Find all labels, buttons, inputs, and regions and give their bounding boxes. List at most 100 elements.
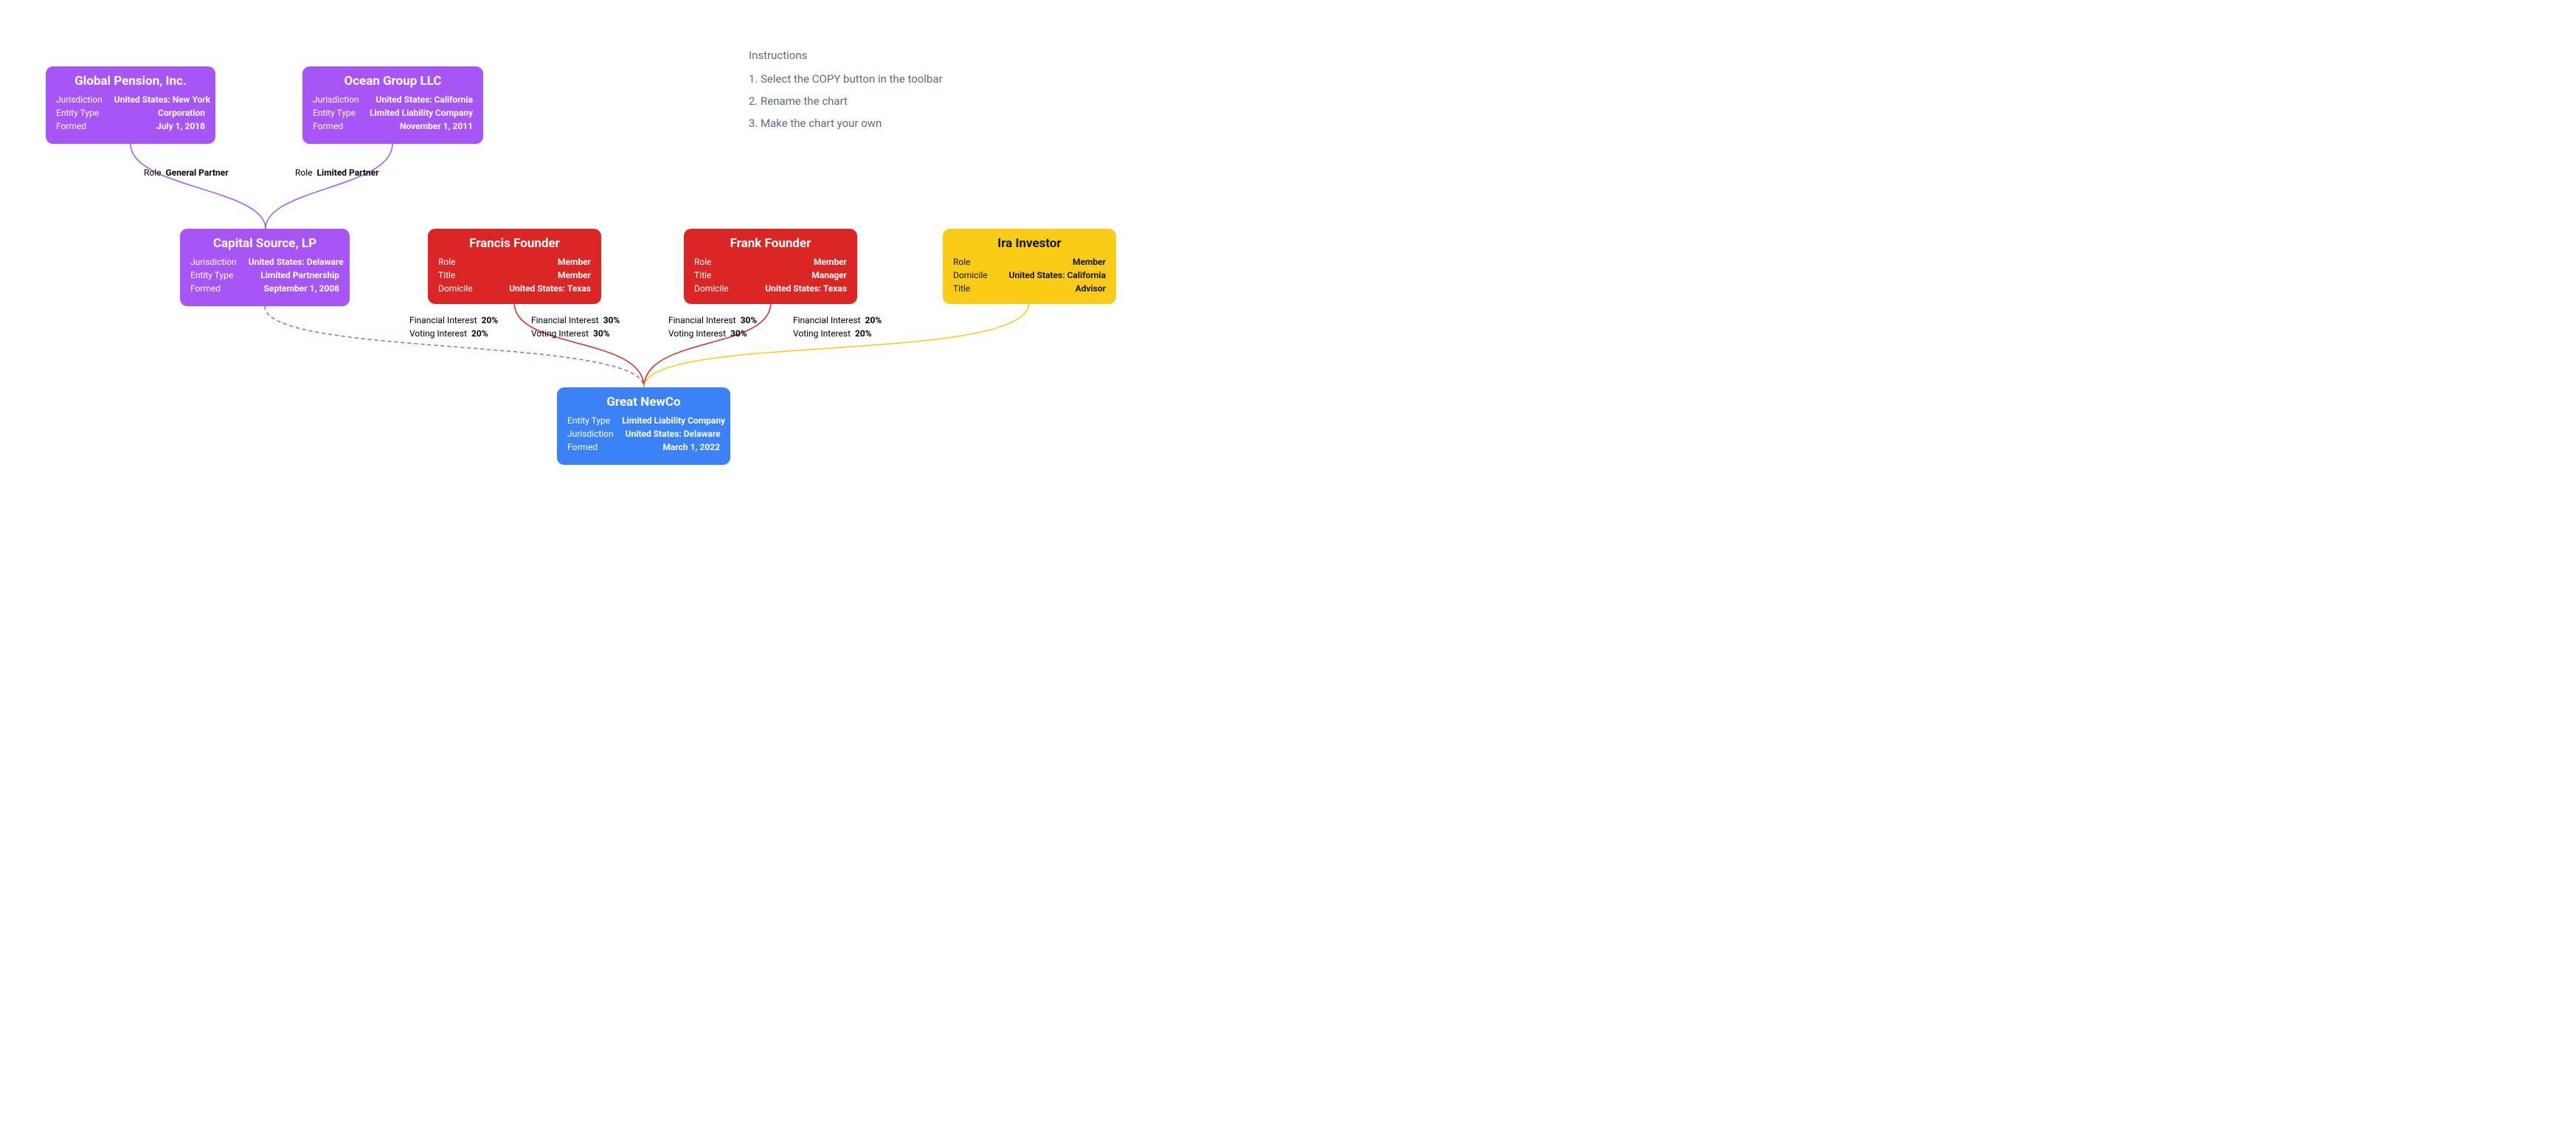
org-chart-canvas: Instructions Select the COPY button in t…: [0, 0, 1151, 502]
node-row: Domicile United States: California: [953, 269, 1106, 282]
node-row-key: Title: [953, 282, 970, 295]
instructions-heading: Instructions: [749, 49, 943, 62]
node-title: Ira Investor: [953, 236, 1106, 251]
node-ira_investor[interactable]: Ira InvestorRoleMemberDomicileUnited Sta…: [943, 229, 1116, 304]
node-title: Global Pension, Inc.: [56, 74, 205, 89]
node-row: Domicile United States: Texas: [438, 282, 591, 295]
node-ocean_group[interactable]: Ocean Group LLC Jurisdiction United States…: [302, 66, 483, 144]
node-row-value: United States: California: [376, 93, 473, 106]
node-title: Great NewCo: [567, 395, 720, 410]
node-row-key: Role: [694, 255, 712, 269]
node-row-value: Limited Liability Company: [370, 106, 473, 120]
node-row-value: Manager: [811, 269, 847, 282]
node-row-key: Entity Type: [567, 414, 610, 427]
node-row: TitleMember: [438, 269, 591, 282]
instructions-list: Select the COPY button in the toolbar Ren…: [749, 72, 943, 130]
node-row-value: United States: California: [1009, 269, 1106, 282]
edge-label-key: Voting Interest: [668, 327, 726, 340]
edge-label-value: 20%: [471, 327, 488, 340]
node-row-value: United States: Texas: [509, 282, 591, 295]
node-row: Title Advisor: [953, 282, 1106, 295]
node-row-value: Corporation: [158, 106, 205, 120]
node-row-key: Role: [438, 255, 456, 269]
edge-label-key: Financial Interest: [793, 314, 861, 327]
edge-label-key: Financial Interest: [668, 314, 736, 327]
node-great_newco[interactable]: Great NewCoEntity TypeLimited Liability …: [557, 387, 730, 465]
node-row-key: Jurisdiction: [313, 93, 359, 106]
node-francis_founder[interactable]: Francis Founder Role MemberTitleMemberDomi…: [428, 229, 601, 304]
instructions-item: Make the chart your own: [761, 117, 943, 130]
node-row: FormedNovember 1, 2011: [313, 120, 473, 133]
node-row-key: Jurisdiction: [56, 93, 103, 106]
edge-label-frank_to_gn: Financial Interest30%Voting Interest30%: [668, 314, 757, 340]
node-row: Entity TypeLimited Liability Company: [567, 414, 720, 427]
edge-og_to_cs: [266, 144, 392, 229]
instructions-item: Rename the chart: [761, 94, 943, 108]
node-row-key: Formed: [190, 282, 221, 295]
node-row: JurisdictionUnited States: New York: [56, 93, 205, 106]
node-row-value: United States: Delaware: [626, 427, 721, 440]
node-row: Formed July 1, 2018: [56, 120, 205, 133]
node-row: JurisdictionUnited States: Delaware: [567, 427, 720, 440]
node-row-value: Member: [1073, 255, 1106, 269]
instructions-item: Select the COPY button in the toolbar: [761, 72, 943, 86]
edge-label-key: Role: [295, 166, 313, 179]
node-row: Title Manager: [694, 269, 847, 282]
node-row-value: November 1, 2011: [400, 120, 473, 133]
node-row-value: Limited Partnership: [260, 269, 339, 282]
edge-label-value: 30%: [593, 327, 610, 340]
node-row: Entity Type Corporation: [56, 106, 205, 120]
node-row: Formed March 1, 2022: [567, 440, 720, 454]
node-row-key: Entity Type: [190, 269, 233, 282]
node-row: Role Member: [438, 255, 591, 269]
node-row-key: Title: [694, 269, 711, 282]
node-row: Formed September 1, 2008: [190, 282, 339, 295]
node-row: Entity Type Limited Liability Company: [313, 106, 473, 120]
node-row-value: July 1, 2018: [156, 120, 205, 133]
node-row-key: Entity Type: [56, 106, 99, 120]
edge-label-value: 20%: [855, 327, 872, 340]
node-row-key: Domicile: [438, 282, 473, 295]
edge-label-key: Financial Interest: [409, 314, 477, 327]
edge-gp_to_cs: [131, 144, 266, 229]
node-row-value: March 1, 2022: [662, 440, 720, 454]
node-title: Frank Founder: [694, 236, 847, 251]
node-row-value: United States: Texas: [765, 282, 847, 295]
node-row: Domicile United States: Texas: [694, 282, 847, 295]
node-row-value: Limited Liability Company: [622, 414, 725, 427]
edge-label-value: 20%: [865, 314, 882, 327]
edge-label-key: Financial Interest: [531, 314, 599, 327]
node-frank_founder[interactable]: Frank FounderRoleMemberTitleManagerDomic…: [684, 229, 857, 304]
node-global_pension[interactable]: Global Pension, Inc.JurisdictionUnited S…: [46, 66, 215, 144]
node-row-key: Domicile: [694, 282, 729, 295]
node-row-key: Jurisdiction: [190, 255, 237, 269]
node-row-value: Member: [814, 255, 847, 269]
node-row: Role Member: [694, 255, 847, 269]
node-title: Francis Founder: [438, 236, 591, 251]
edge-label-ira_to_gn: Financial Interest20%Voting Interest20%: [793, 314, 882, 340]
node-row-value: Member: [558, 269, 591, 282]
node-row-value: United States: New York: [114, 93, 210, 106]
node-row-key: Formed: [567, 440, 598, 454]
node-row-key: Domicile: [953, 269, 988, 282]
edge-label-value: 30%: [730, 327, 747, 340]
edge-label-francis_to_gn: Financial Interest30%Voting Interest30%: [531, 314, 620, 340]
node-row-value: September 1, 2008: [263, 282, 339, 295]
edge-label-cs_to_gn: Financial Interest20%Voting Interest20%: [409, 314, 498, 340]
node-capital_source[interactable]: Capital Source, LPJurisdictionUnited Sta…: [180, 229, 350, 306]
edge-label-key: Voting Interest: [409, 327, 467, 340]
node-row-value: Member: [558, 255, 591, 269]
node-row: Jurisdiction United States: California: [313, 93, 473, 106]
edge-label-value: Limited Partner: [317, 166, 379, 179]
edge-label-og_to_cs: Role Limited Partner: [295, 166, 379, 179]
node-title: Ocean Group LLC: [313, 74, 473, 89]
node-row-key: Entity Type: [313, 106, 356, 120]
edge-label-gp_to_cs: RoleGeneral Partner: [144, 166, 229, 179]
edge-label-value: 20%: [482, 314, 499, 327]
node-row-key: Formed: [56, 120, 86, 133]
edge-label-value: 30%: [741, 314, 758, 327]
instructions-panel: Instructions Select the COPY button in t…: [749, 49, 943, 139]
edge-label-key: Voting Interest: [793, 327, 851, 340]
node-row-value: Advisor: [1076, 282, 1106, 295]
node-title: Capital Source, LP: [190, 236, 339, 251]
